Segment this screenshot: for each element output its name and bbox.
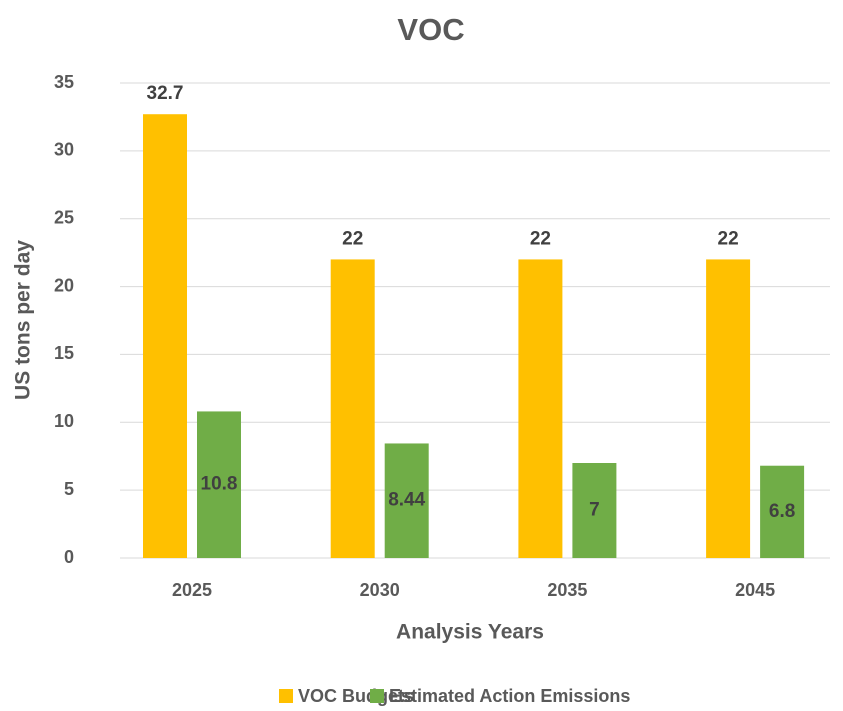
data-label: 22 xyxy=(718,228,739,249)
x-axis-title: Analysis Years xyxy=(396,621,544,644)
y-tick-label: 15 xyxy=(54,343,74,363)
y-axis-title: US tons per day xyxy=(12,240,35,400)
bar xyxy=(572,463,617,558)
data-label: 22 xyxy=(342,228,363,249)
y-tick-label: 20 xyxy=(54,275,74,295)
bar xyxy=(518,259,563,558)
data-label: 7 xyxy=(589,500,600,521)
legend-swatch xyxy=(279,689,293,703)
x-tick-label: 2045 xyxy=(735,580,775,600)
bar xyxy=(143,114,187,558)
legend-label: Estimated Action Emissions xyxy=(389,686,630,706)
x-tick-label: 2030 xyxy=(360,580,400,600)
y-tick-label: 25 xyxy=(54,207,74,227)
y-tick-label: 0 xyxy=(64,547,74,567)
chart-title: VOC xyxy=(397,12,464,47)
data-label: 32.7 xyxy=(147,83,184,104)
bar xyxy=(330,259,375,558)
x-tick-label: 2025 xyxy=(172,580,212,600)
x-tick-label: 2035 xyxy=(547,580,587,600)
y-tick-label: 5 xyxy=(64,479,74,499)
bar xyxy=(706,259,751,558)
data-label: 6.8 xyxy=(769,501,795,522)
bar xyxy=(384,443,429,558)
bar xyxy=(197,411,241,558)
legend-label: VOC Budgets xyxy=(298,686,414,706)
y-tick-label: 35 xyxy=(54,72,74,92)
data-label: 8.44 xyxy=(388,490,425,511)
data-label: 10.8 xyxy=(201,474,238,495)
y-tick-label: 10 xyxy=(54,411,74,431)
y-tick-label: 30 xyxy=(54,140,74,160)
data-label: 22 xyxy=(530,228,551,249)
legend-swatch xyxy=(370,689,384,703)
bar xyxy=(760,465,805,558)
